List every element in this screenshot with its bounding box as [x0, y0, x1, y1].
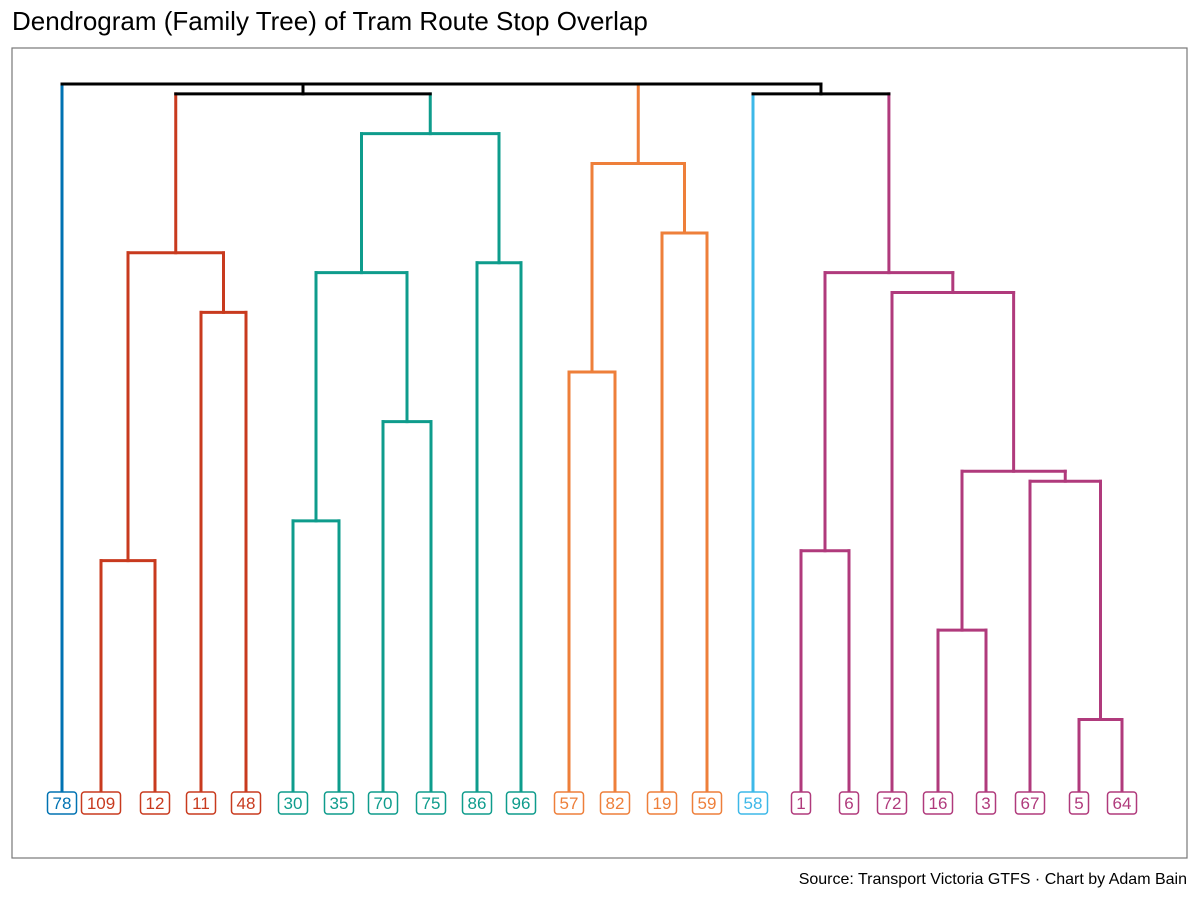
- leaf-text: 82: [606, 794, 625, 813]
- leaf-text: 30: [284, 794, 303, 813]
- leaf-label-57: 57: [553, 791, 585, 815]
- leaf-box: [139, 791, 171, 815]
- leaf-box: [975, 791, 997, 815]
- leaf-box: [185, 791, 217, 815]
- leaf-text: 35: [330, 794, 349, 813]
- leaf-box: [230, 791, 262, 815]
- leaf-box: [1068, 791, 1090, 815]
- leaf-box: [922, 791, 954, 815]
- leaf-label-1: 1: [790, 791, 812, 815]
- leaf-text: 19: [653, 794, 672, 813]
- leaf-box: [838, 791, 860, 815]
- leaf-label-72: 72: [876, 791, 908, 815]
- leaf-text: 109: [87, 794, 115, 813]
- leaf-label-96: 96: [505, 791, 537, 815]
- leaf-text: 58: [744, 794, 763, 813]
- leaf-box: [876, 791, 908, 815]
- leaf-text: 48: [237, 794, 256, 813]
- leaf-box: [277, 791, 309, 815]
- leaf-text: 67: [1021, 794, 1040, 813]
- leaf-box: [553, 791, 585, 815]
- leaf-text: 64: [1113, 794, 1132, 813]
- leaf-text: 86: [468, 794, 487, 813]
- leaf-label-58: 58: [737, 791, 769, 815]
- chart-title: Dendrogram (Family Tree) of Tram Route S…: [12, 6, 648, 36]
- leaf-text: 1: [796, 794, 805, 813]
- leaf-label-11: 11: [185, 791, 217, 815]
- leaf-box: [737, 791, 769, 815]
- leaf-text: 11: [192, 794, 210, 813]
- leaf-label-82: 82: [599, 791, 631, 815]
- leaf-label-35: 35: [323, 791, 355, 815]
- leaf-box: [790, 791, 812, 815]
- leaf-label-6: 6: [838, 791, 860, 815]
- leaf-text: 57: [560, 794, 579, 813]
- chart-caption: Source: Transport Victoria GTFS · Chart …: [798, 871, 1187, 888]
- leaf-text: 3: [981, 794, 990, 813]
- leaf-label-3: 3: [975, 791, 997, 815]
- leaf-label-64: 64: [1106, 791, 1138, 815]
- leaf-box: [323, 791, 355, 815]
- leaf-text: 70: [374, 794, 393, 813]
- leaf-text: 72: [883, 794, 902, 813]
- leaf-label-67: 67: [1014, 791, 1046, 815]
- leaf-box: [599, 791, 631, 815]
- leaf-box: [1014, 791, 1046, 815]
- leaf-label-12: 12: [139, 791, 171, 815]
- leaf-label-48: 48: [230, 791, 262, 815]
- leaf-label-78: 78: [46, 791, 78, 815]
- leaf-label-86: 86: [461, 791, 493, 815]
- leaf-text: 12: [146, 794, 165, 813]
- leaf-box: [367, 791, 399, 815]
- dendrogram-branches: [60, 82, 1124, 795]
- leaf-text: 59: [698, 794, 717, 813]
- leaf-box: [80, 791, 122, 815]
- leaf-text: 6: [844, 794, 853, 813]
- leaf-text: 16: [929, 794, 948, 813]
- leaf-text: 78: [53, 794, 72, 813]
- leaf-label-19: 19: [646, 791, 678, 815]
- leaf-label-70: 70: [367, 791, 399, 815]
- leaf-label-5: 5: [1068, 791, 1090, 815]
- leaf-box: [415, 791, 447, 815]
- leaf-box: [505, 791, 537, 815]
- leaf-box: [646, 791, 678, 815]
- leaf-label-30: 30: [277, 791, 309, 815]
- leaf-text: 5: [1074, 794, 1083, 813]
- plot-border: [11, 47, 1188, 859]
- leaf-text: 75: [422, 794, 441, 813]
- leaf-text: 96: [512, 794, 531, 813]
- leaf-label-75: 75: [415, 791, 447, 815]
- leaf-box: [691, 791, 723, 815]
- leaf-box: [46, 791, 78, 815]
- leaf-box: [1106, 791, 1138, 815]
- leaf-box: [461, 791, 493, 815]
- leaf-label-59: 59: [691, 791, 723, 815]
- leaf-label-16: 16: [922, 791, 954, 815]
- leaf-labels: 78 109 12 11 48 30 35 70 75 86 96 57 82 19 59 58 1 6 72 16 3…: [46, 791, 1138, 815]
- leaf-label-109: 109: [80, 791, 122, 815]
